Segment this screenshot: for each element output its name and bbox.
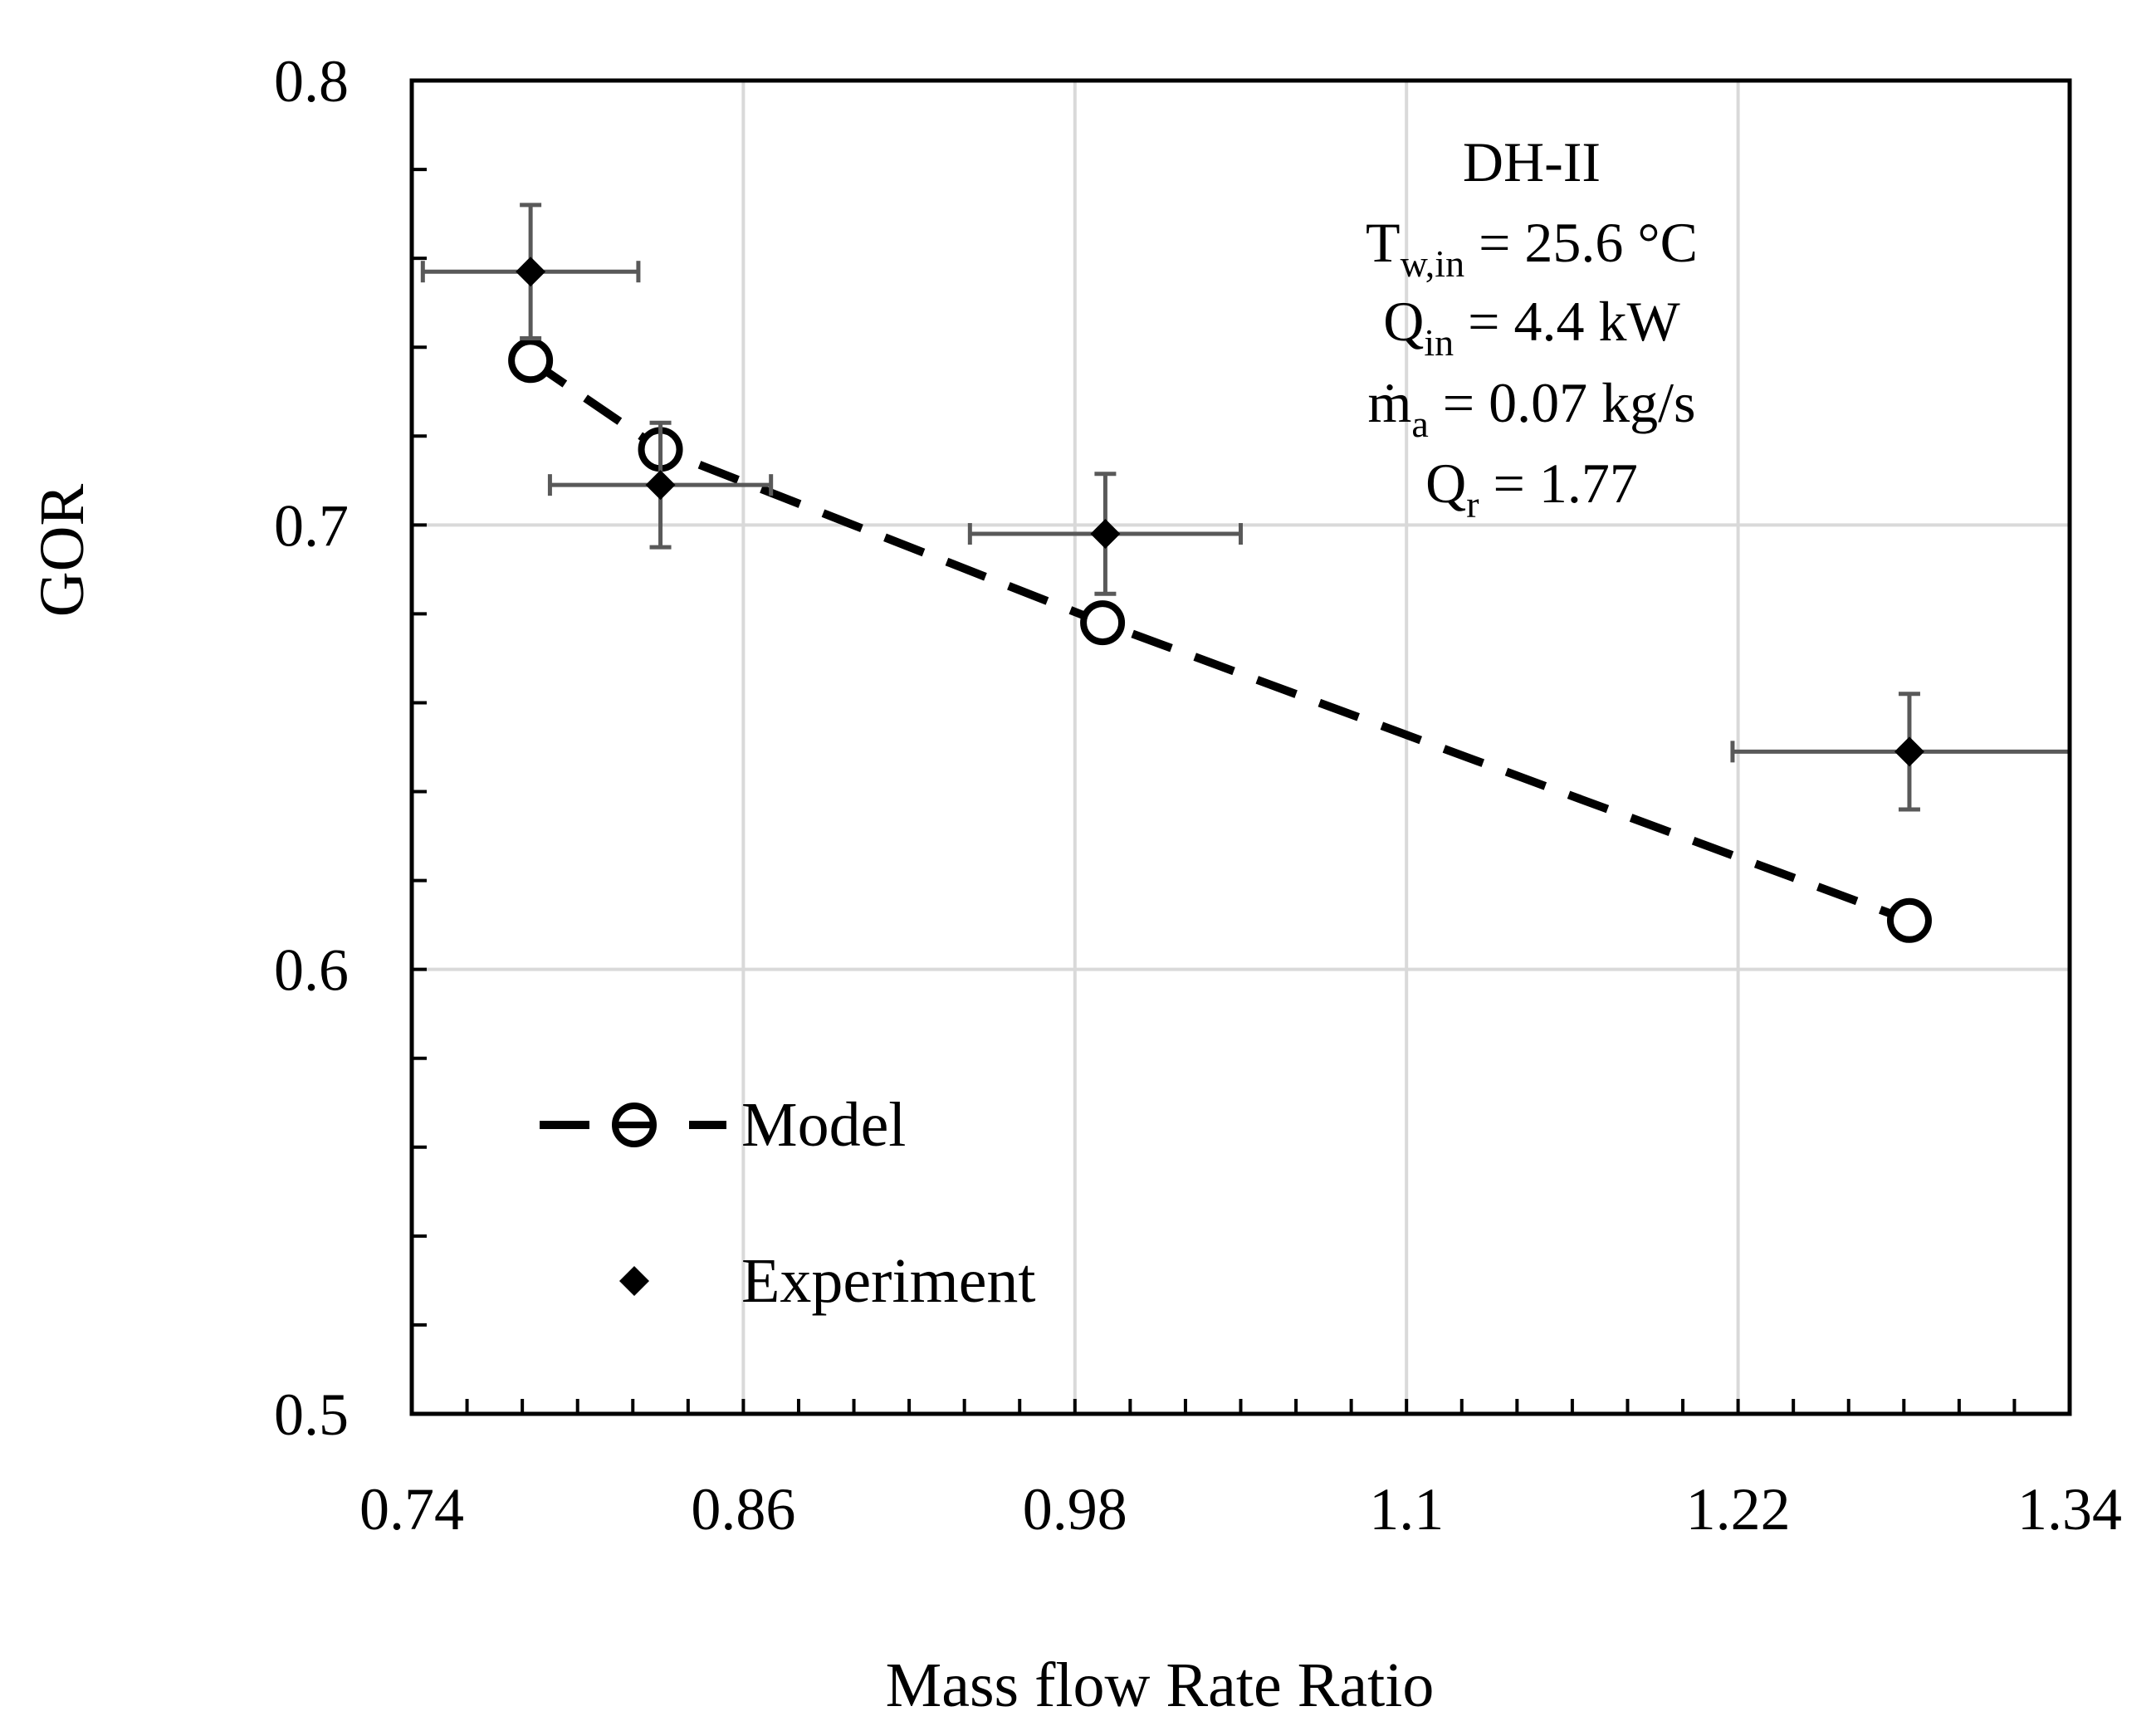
experiment-point bbox=[1894, 736, 1924, 767]
x-tick-label: 0.86 bbox=[691, 1476, 795, 1543]
annotation-water-inlet-temp: Tw,in = 25.6 °C bbox=[1366, 211, 1698, 285]
experiment-point-group bbox=[1730, 692, 2070, 812]
experiment-point bbox=[516, 257, 546, 287]
experiment-point-group bbox=[547, 420, 774, 550]
model-point bbox=[1886, 897, 1932, 943]
x-tick-label: 0.74 bbox=[359, 1476, 464, 1543]
y-tick-labels: 0.5 0.6 0.7 0.8 bbox=[274, 48, 349, 1448]
experiment-series bbox=[420, 203, 2070, 812]
experiment-point bbox=[645, 470, 676, 501]
legend-experiment-marker bbox=[619, 1266, 649, 1296]
x-tick-label: 1.22 bbox=[1686, 1476, 1791, 1543]
model-point bbox=[1080, 600, 1126, 646]
annotation-heat-input: Qin = 4.4 kW bbox=[1383, 290, 1680, 364]
x-tick-labels: 0.74 0.86 0.98 1.1 1.22 1.34 bbox=[359, 1476, 2122, 1543]
x-tick-label: 1.1 bbox=[1369, 1476, 1444, 1543]
model-series bbox=[508, 338, 1932, 943]
y-axis-title: GOR bbox=[27, 483, 97, 617]
grid bbox=[412, 81, 2070, 1414]
experiment-point-group bbox=[967, 472, 1243, 596]
plot-frame bbox=[409, 78, 2072, 1416]
legend: Model Experiment bbox=[540, 1090, 1036, 1316]
model-line bbox=[528, 357, 1911, 925]
annotation-block: DH-II Tw,in = 25.6 °C Qin = 4.4 kW ṁa = … bbox=[1366, 130, 1698, 526]
annotation-air-mass-flow: ṁa = 0.07 kg/s bbox=[1367, 371, 1695, 445]
model-point bbox=[508, 338, 554, 384]
x-tick-label: 1.34 bbox=[2017, 1476, 2122, 1543]
x-axis-title: Mass flow Rate Ratio bbox=[886, 1650, 1435, 1720]
experiment-point bbox=[1090, 519, 1121, 550]
x-tick-label: 0.98 bbox=[1023, 1476, 1127, 1543]
y-tick-label: 0.8 bbox=[274, 48, 349, 115]
y-tick-label: 0.7 bbox=[274, 492, 349, 559]
experiment-point-group bbox=[420, 203, 641, 340]
y-tick-label: 0.6 bbox=[274, 937, 349, 1004]
annotation-heat-ratio: Qr = 1.77 bbox=[1425, 452, 1638, 526]
legend-experiment-label: Experiment bbox=[741, 1246, 1036, 1316]
annotation-device: DH-II bbox=[1463, 130, 1601, 193]
legend-model-label: Model bbox=[741, 1090, 906, 1160]
y-tick-label: 0.5 bbox=[274, 1381, 349, 1448]
minor-ticks bbox=[412, 168, 2017, 1414]
